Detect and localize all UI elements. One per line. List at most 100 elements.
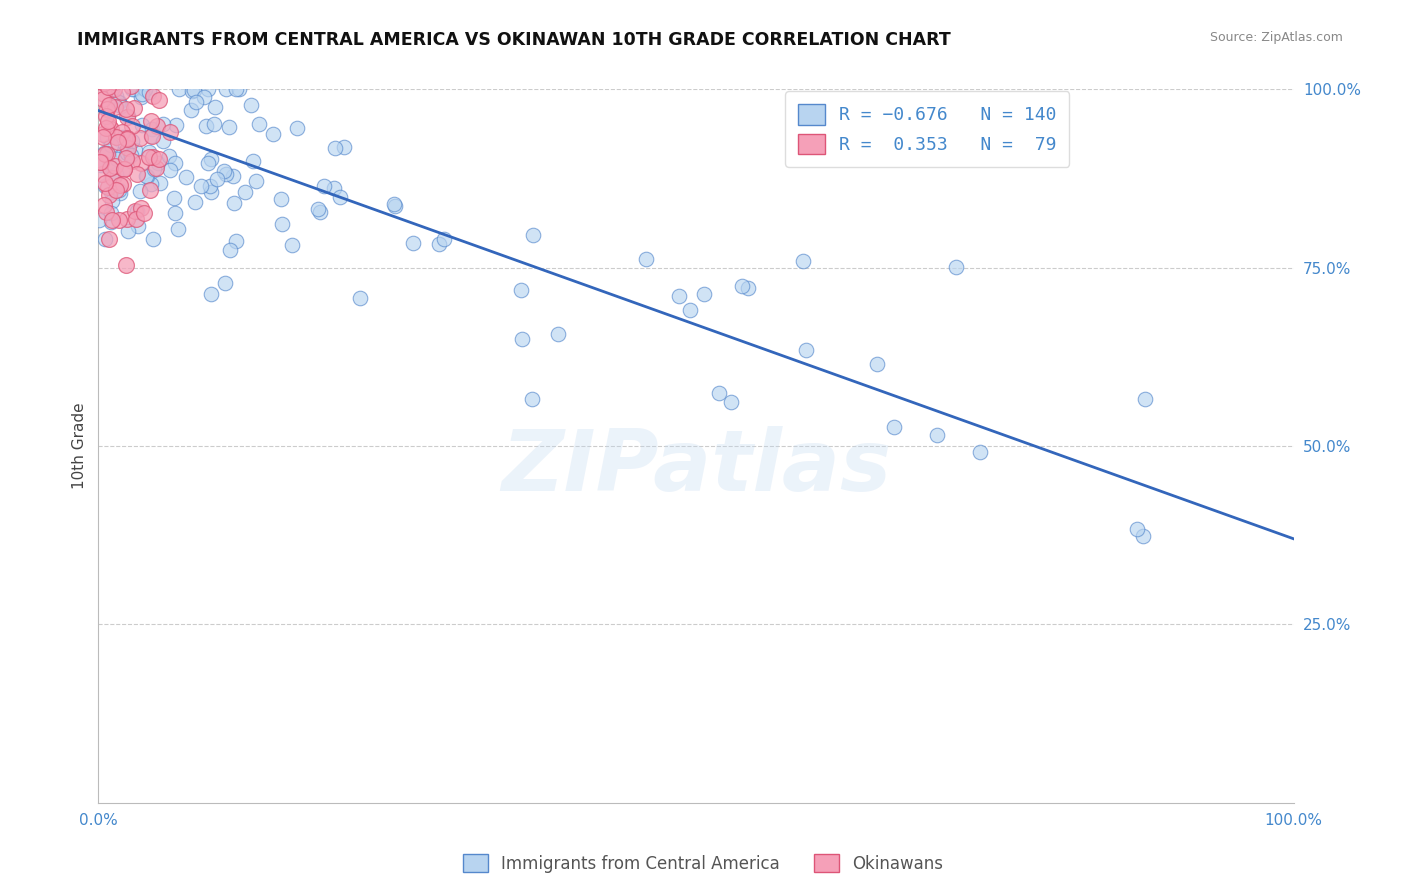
Point: [349, 291, 371, 305]
Point: [138, 150, 160, 164]
Point: [200, 286, 222, 301]
Point: [215, 82, 238, 96]
Point: [97, 232, 120, 246]
Point: [93, 178, 115, 193]
Point: [200, 185, 222, 199]
Point: [159, 163, 181, 178]
Text: IMMIGRANTS FROM CENTRAL AMERICA VS OKINAWAN 10TH GRADE CORRELATION CHART: IMMIGRANTS FROM CENTRAL AMERICA VS OKINA…: [77, 31, 950, 49]
Point: [402, 236, 425, 251]
Point: [90, 73, 112, 87]
Point: [323, 181, 346, 195]
Point: [212, 164, 235, 178]
Point: [792, 254, 814, 268]
Point: [142, 150, 165, 164]
Point: [186, 95, 208, 110]
Legend: R = −0.676   N = 140, R =  0.353   N =  79: R = −0.676 N = 140, R = 0.353 N = 79: [785, 91, 1070, 167]
Point: [107, 135, 129, 149]
Point: [148, 156, 170, 170]
Point: [90, 158, 112, 172]
Point: [100, 212, 122, 227]
Point: [96, 145, 118, 160]
Point: [131, 118, 153, 132]
Point: [134, 82, 156, 96]
Point: [138, 182, 160, 196]
Point: [181, 84, 204, 98]
Point: [114, 161, 136, 176]
Point: [93, 87, 115, 102]
Point: [281, 238, 304, 252]
Point: [163, 191, 186, 205]
Point: [114, 102, 136, 116]
Point: [107, 213, 129, 227]
Point: [96, 102, 118, 116]
Point: [329, 190, 352, 204]
Point: [214, 276, 236, 290]
Point: [333, 139, 356, 153]
Point: [131, 87, 153, 101]
Point: [135, 169, 157, 184]
Point: [157, 149, 180, 163]
Y-axis label: 10th Grade: 10th Grade: [72, 402, 87, 490]
Point: [111, 85, 134, 99]
Point: [90, 167, 112, 181]
Point: [90, 155, 112, 169]
Point: [925, 428, 948, 442]
Point: [134, 68, 156, 82]
Point: [195, 120, 218, 134]
Point: [107, 95, 129, 109]
Point: [91, 127, 114, 141]
Point: [228, 82, 250, 96]
Point: [510, 332, 533, 346]
Point: [93, 76, 115, 90]
Point: [96, 147, 118, 161]
Point: [174, 170, 197, 185]
Point: [101, 194, 124, 208]
Point: [193, 90, 215, 104]
Point: [117, 131, 139, 145]
Point: [108, 133, 131, 147]
Point: [634, 252, 657, 266]
Point: [115, 131, 138, 145]
Point: [1133, 392, 1156, 407]
Point: [129, 201, 152, 215]
Point: [520, 392, 543, 406]
Point: [97, 114, 120, 128]
Point: [969, 444, 991, 458]
Point: [111, 130, 134, 145]
Point: [384, 199, 406, 213]
Point: [117, 109, 139, 123]
Point: [145, 161, 167, 175]
Point: [247, 117, 270, 131]
Point: [668, 288, 690, 302]
Point: [125, 167, 148, 181]
Point: [115, 145, 138, 160]
Point: [110, 125, 132, 139]
Point: [96, 120, 118, 135]
Point: [104, 75, 127, 89]
Point: [737, 281, 759, 295]
Point: [100, 206, 122, 220]
Point: [152, 118, 174, 132]
Point: [124, 143, 146, 157]
Point: [105, 130, 128, 145]
Point: [129, 156, 152, 170]
Point: [142, 232, 165, 246]
Point: [101, 171, 124, 186]
Point: [225, 82, 247, 96]
Point: [129, 184, 152, 198]
Point: [122, 68, 145, 82]
Point: [112, 162, 135, 177]
Point: [108, 186, 131, 201]
Point: [149, 176, 172, 190]
Point: [108, 95, 131, 109]
Point: [197, 82, 219, 96]
Point: [165, 118, 187, 132]
Point: [93, 147, 115, 161]
Point: [105, 183, 128, 197]
Point: [1132, 529, 1154, 543]
Point: [98, 161, 121, 175]
Point: [97, 188, 120, 202]
Point: [309, 205, 332, 219]
Point: [93, 92, 115, 106]
Point: [121, 119, 143, 133]
